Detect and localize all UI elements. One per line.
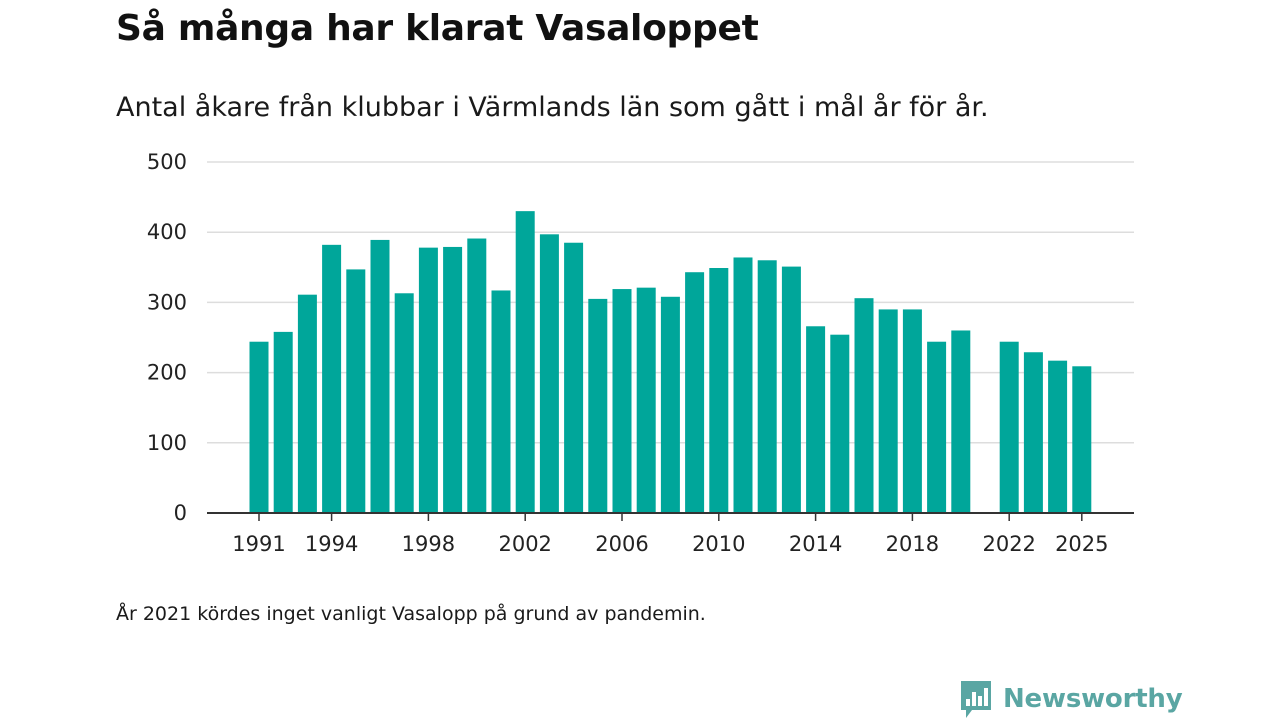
chart-title: Så många har klarat Vasaloppet <box>116 8 759 49</box>
bar-2002 <box>515 211 535 513</box>
bar-2012 <box>757 260 777 513</box>
bar-2018 <box>902 309 922 513</box>
bar-1993 <box>297 294 317 513</box>
bar-2022 <box>999 341 1019 513</box>
bar-1998 <box>418 247 438 514</box>
bar-2007 <box>636 287 656 513</box>
x-tick-label: 2002 <box>498 532 551 556</box>
x-tick-label: 2010 <box>692 532 745 556</box>
chart-subtitle: Antal åkare från klubbar i Värmlands län… <box>116 92 989 123</box>
bar-2024 <box>1048 360 1068 513</box>
bar-2010 <box>709 268 729 513</box>
x-tick-label: 2025 <box>1055 532 1108 556</box>
x-tick-label: 2022 <box>982 532 1035 556</box>
bar-chart: 0 100 200 300 400 500 1991 1994 1998 2002 2006 2010… <box>147 150 1134 556</box>
bar-2000 <box>467 238 487 513</box>
x-tick-label: 1998 <box>402 532 455 556</box>
y-tick-label: 0 <box>174 501 187 525</box>
x-tick-label: 1994 <box>305 532 358 556</box>
bar-1992 <box>273 331 293 513</box>
newsworthy-logo-icon <box>961 681 991 718</box>
bar-2004 <box>564 242 584 514</box>
bar-2009 <box>685 272 705 513</box>
bar-2011 <box>733 257 753 513</box>
y-tick-label: 500 <box>147 150 187 174</box>
x-tick-label: 2018 <box>886 532 939 556</box>
footnote: År 2021 kördes inget vanligt Vasalopp på… <box>116 603 706 625</box>
bar-1997 <box>394 293 414 513</box>
x-tick-label: 2006 <box>595 532 648 556</box>
bar-2003 <box>539 234 559 513</box>
axes: 0 100 200 300 400 500 1991 1994 1998 2002 2006 2010… <box>147 150 1134 556</box>
bar-2019 <box>927 341 947 513</box>
x-tick-label: 2014 <box>789 532 842 556</box>
bar-1996 <box>370 239 390 513</box>
bar-1999 <box>443 246 463 513</box>
bar-2016 <box>854 298 874 513</box>
y-tick-label: 100 <box>147 431 187 455</box>
bar-2014 <box>806 326 826 513</box>
newsworthy-brand: Newsworthy <box>958 678 1183 720</box>
brand-name: Newsworthy <box>1003 684 1183 714</box>
bar-2006 <box>612 289 632 513</box>
bar-2025 <box>1072 366 1092 513</box>
bar-2001 <box>491 290 511 513</box>
bar-2005 <box>588 298 608 513</box>
bar-2008 <box>660 296 680 513</box>
bar-1991 <box>249 341 269 513</box>
bar-2013 <box>781 266 801 513</box>
y-tick-label: 300 <box>147 290 187 314</box>
bar-2017 <box>878 309 898 513</box>
bar-2023 <box>1023 352 1043 513</box>
bars <box>249 211 1092 514</box>
bar-2020 <box>951 330 971 513</box>
y-tick-label: 400 <box>147 220 187 244</box>
x-tick-label: 1991 <box>232 532 285 556</box>
y-tick-label: 200 <box>147 361 187 385</box>
bar-1994 <box>322 244 342 513</box>
bar-2015 <box>830 334 850 513</box>
bar-1995 <box>346 269 366 513</box>
